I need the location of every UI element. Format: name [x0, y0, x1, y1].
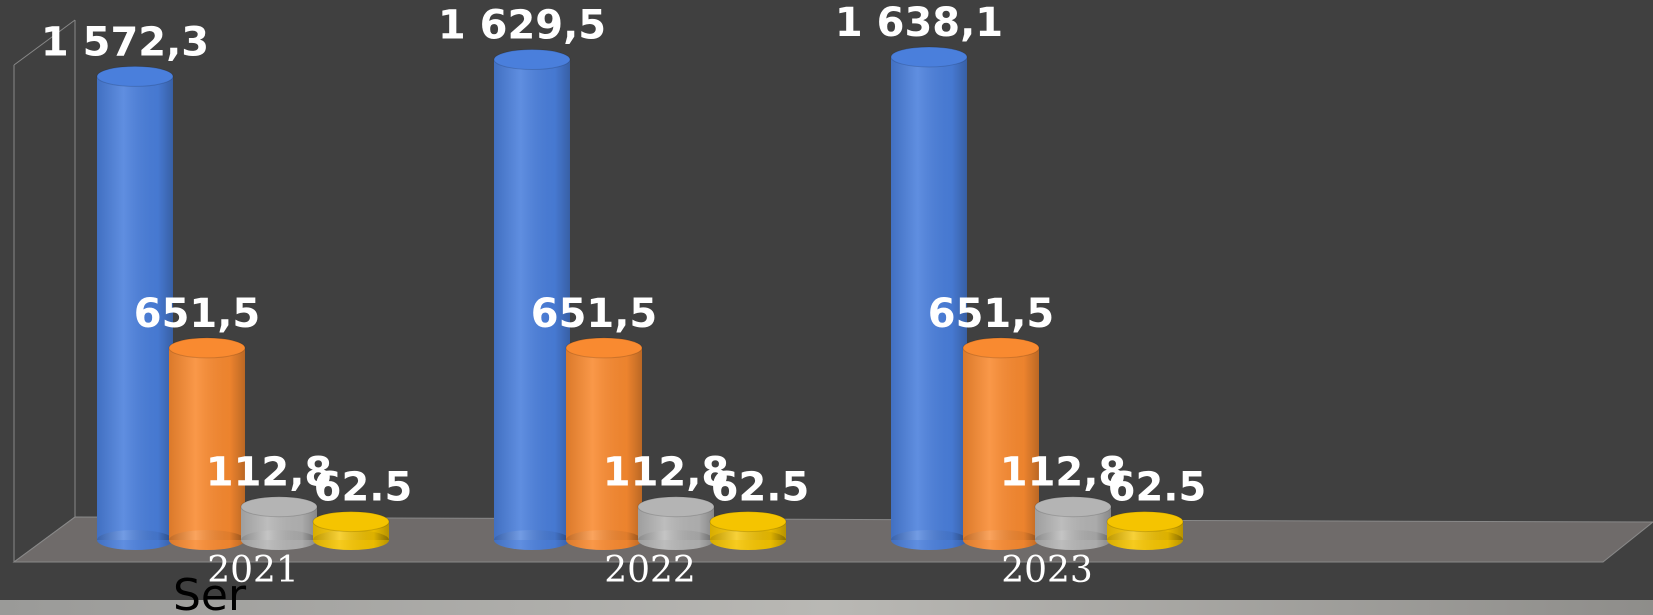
cylinder-top: [1035, 497, 1111, 517]
cylinder-bottom-shade: [891, 530, 967, 550]
data-label: 62.5: [711, 465, 810, 511]
data-label: 651,5: [134, 291, 261, 337]
photo-strip: [0, 600, 1653, 615]
cylinder-bottom-shade: [494, 530, 570, 550]
annotation: Ser: [173, 570, 247, 615]
data-label: 1 629,5: [438, 3, 606, 49]
x-tick-label: 2022: [604, 550, 696, 591]
page: 2021202220231 572,31 629,51 638,1651,565…: [0, 0, 1653, 615]
bar-shade: [963, 348, 1039, 540]
cylinder-top: [313, 512, 389, 532]
cylinder-bottom-shade: [1107, 530, 1183, 550]
cylinder-bottom-shade: [313, 530, 389, 550]
data-label: 1 572,3: [41, 19, 209, 65]
cylinder-top: [963, 338, 1039, 358]
cylinder-bottom-shade: [638, 530, 714, 550]
cylinder-top: [710, 512, 786, 532]
x-tick-label: 2023: [1001, 550, 1093, 591]
data-label: 1 638,1: [835, 0, 1003, 46]
data-label: 651,5: [531, 291, 658, 337]
cylinder-top: [891, 47, 967, 67]
data-label: 62.5: [314, 465, 413, 511]
data-label: 651,5: [928, 291, 1055, 337]
cylinder-top: [169, 338, 245, 358]
cylinder-top: [1107, 512, 1183, 532]
chart: 2021202220231 572,31 629,51 638,1651,565…: [0, 0, 1653, 615]
cylinder-bottom-shade: [566, 530, 642, 550]
cylinder-top: [566, 338, 642, 358]
cylinder-bottom-shade: [169, 530, 245, 550]
cylinder-top: [638, 497, 714, 517]
bar-shade: [566, 348, 642, 540]
cylinder-bottom-shade: [97, 530, 173, 550]
data-label: 62.5: [1108, 465, 1207, 511]
cylinder-bottom-shade: [1035, 530, 1111, 550]
bar-shade: [169, 348, 245, 540]
cylinder-top: [241, 497, 317, 517]
cylinder-bottom-shade: [241, 530, 317, 550]
cylinder-top: [97, 66, 173, 86]
cylinder-top: [494, 50, 570, 70]
cylinder-bottom-shade: [710, 530, 786, 550]
cylinder-bottom-shade: [963, 530, 1039, 550]
